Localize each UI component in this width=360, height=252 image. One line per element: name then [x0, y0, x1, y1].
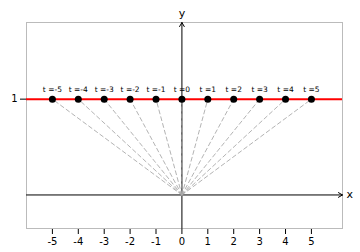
svg-text:0: 0	[179, 236, 185, 247]
svg-text:-4: -4	[73, 236, 83, 247]
svg-text:-3: -3	[99, 236, 109, 247]
svg-text:t =2: t =2	[226, 85, 243, 94]
svg-text:-1: -1	[151, 236, 161, 247]
svg-text:t =-2: t =-2	[121, 85, 140, 94]
svg-text:2: 2	[231, 236, 237, 247]
svg-text:y: y	[179, 7, 186, 20]
svg-text:4: 4	[282, 236, 288, 247]
svg-text:1: 1	[11, 93, 17, 104]
svg-text:3: 3	[256, 236, 262, 247]
svg-text:-5: -5	[47, 236, 57, 247]
svg-text:t =5: t =5	[303, 85, 320, 94]
svg-text:x: x	[347, 188, 354, 201]
svg-text:t =-3: t =-3	[95, 85, 114, 94]
svg-text:5: 5	[308, 236, 314, 247]
svg-text:t =-4: t =-4	[69, 85, 88, 94]
svg-text:t =3: t =3	[251, 85, 268, 94]
svg-text:t =-5: t =-5	[43, 85, 62, 94]
svg-text:t =0: t =0	[174, 85, 191, 94]
svg-text:t =-1: t =-1	[146, 85, 165, 94]
svg-text:t =1: t =1	[200, 85, 217, 94]
svg-text:-2: -2	[125, 236, 135, 247]
svg-text:1: 1	[205, 236, 211, 247]
svg-text:t =4: t =4	[277, 85, 294, 94]
